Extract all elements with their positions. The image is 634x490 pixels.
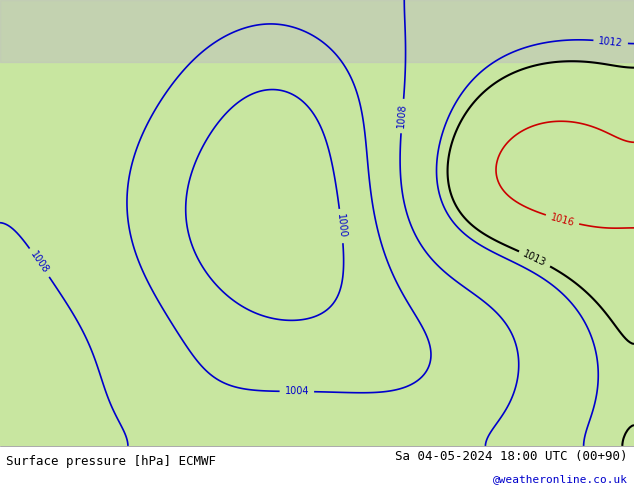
Text: Sa 04-05-2024 18:00 UTC (00+90): Sa 04-05-2024 18:00 UTC (00+90) — [395, 450, 628, 464]
Bar — [0, 425, 634, 446]
Text: 1008: 1008 — [29, 250, 51, 275]
Text: 1004: 1004 — [285, 386, 309, 396]
Text: @weatheronline.co.uk: @weatheronline.co.uk — [493, 474, 628, 484]
Text: 1016: 1016 — [549, 212, 576, 228]
Text: 1013: 1013 — [522, 249, 548, 269]
Text: 1012: 1012 — [598, 36, 623, 48]
Text: 1008: 1008 — [396, 103, 408, 129]
Text: 1000: 1000 — [335, 213, 347, 239]
Text: Surface pressure [hPa] ECMWF: Surface pressure [hPa] ECMWF — [6, 455, 216, 468]
Bar — [0, 0, 634, 62]
